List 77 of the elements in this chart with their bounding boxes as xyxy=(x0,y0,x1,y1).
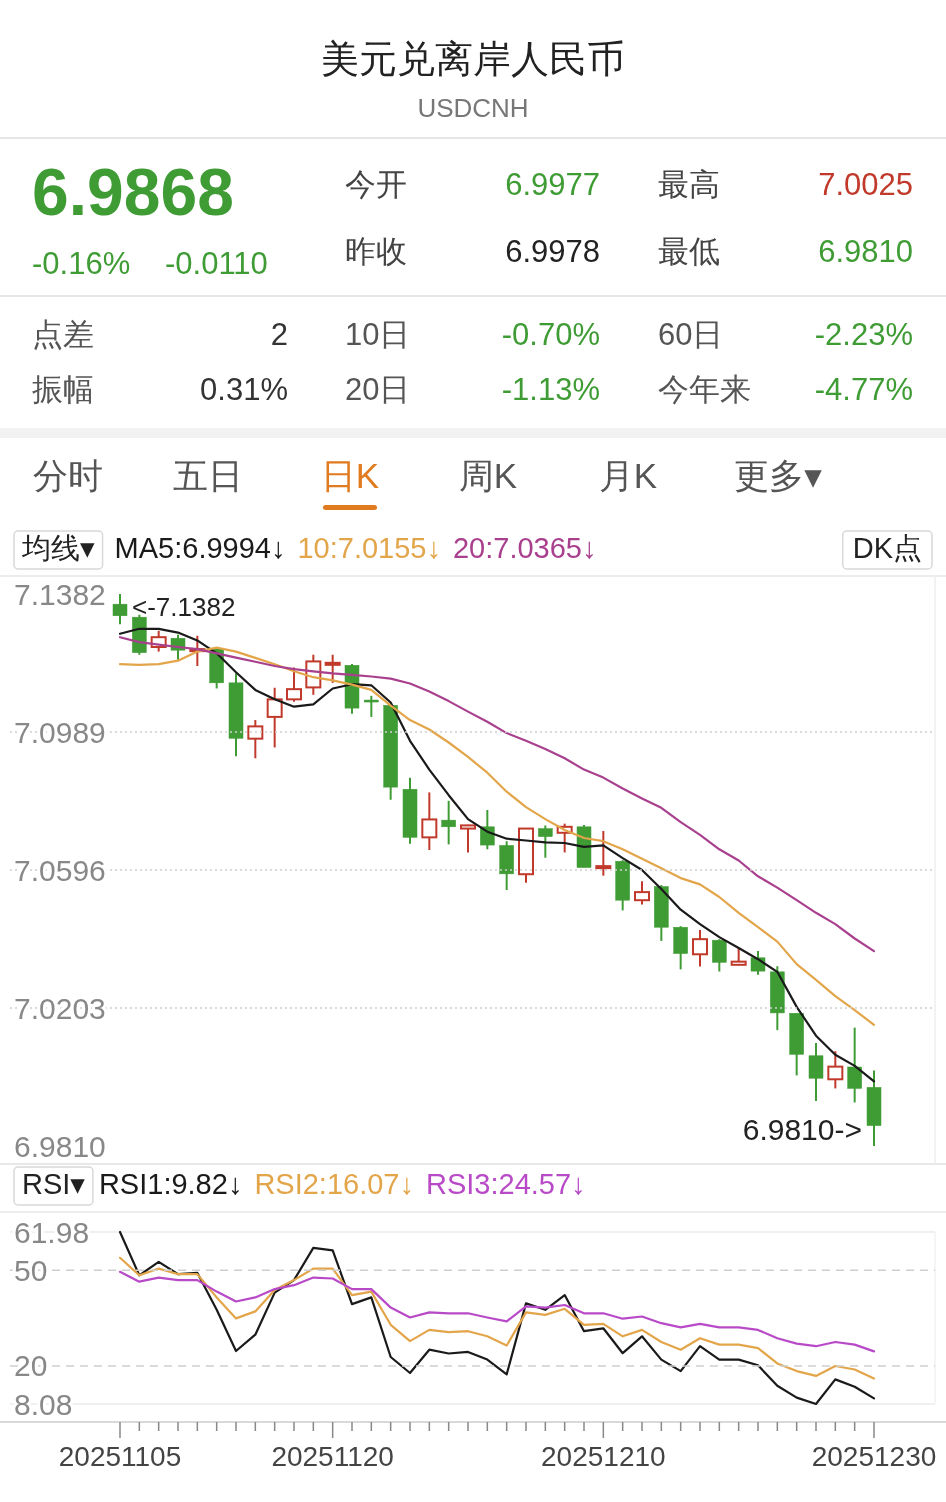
candlestick xyxy=(634,880,650,906)
text: 月K xyxy=(598,456,658,495)
text: -4.77% xyxy=(814,372,913,407)
text: 最低 xyxy=(658,234,720,269)
text: 7.0025 xyxy=(818,167,913,202)
x-tick-label: 20251105 xyxy=(58,1441,182,1472)
candlestick xyxy=(712,938,727,973)
text: -2.23% xyxy=(814,317,913,352)
text: USDCNH xyxy=(417,93,529,123)
text: -0.16% xyxy=(32,246,131,281)
text: RSI2:16.07↓ xyxy=(254,1168,414,1200)
candlestick xyxy=(538,824,553,859)
text: RSI▾ xyxy=(22,1168,86,1200)
text: 五日 xyxy=(173,456,243,495)
candlestick xyxy=(324,653,341,684)
line-series xyxy=(118,636,876,953)
candlestick xyxy=(595,830,612,877)
x-tick-label: 20251210 xyxy=(541,1441,666,1472)
annotation: <-7.1382 xyxy=(132,592,236,622)
text: 20:7.0365↓ xyxy=(452,532,597,564)
text: 10:7.0155↓ xyxy=(297,532,441,564)
y-tick-label: 7.0596 xyxy=(14,853,106,887)
text: 日K xyxy=(320,456,380,495)
x-tick-label: 20251120 xyxy=(271,1441,394,1472)
text: 6.9977 xyxy=(505,167,600,202)
candlestick xyxy=(247,719,264,760)
text: 均线▾ xyxy=(21,532,95,564)
line-series xyxy=(118,1230,876,1406)
candlestick xyxy=(364,694,379,718)
text: -1.13% xyxy=(501,372,600,407)
text: 6.9868 xyxy=(32,155,234,229)
text: 美元兑离岸人民币 xyxy=(321,38,625,80)
y-tick-label: 7.1382 xyxy=(14,577,106,611)
text: 振幅 xyxy=(32,372,94,407)
text: 0.31% xyxy=(200,372,288,407)
y-tick-label: 50 xyxy=(14,1253,48,1287)
text: 更多▾ xyxy=(734,456,823,495)
text: -0.0110 xyxy=(165,246,268,281)
candlestick xyxy=(827,1050,844,1090)
candlestick xyxy=(286,666,302,703)
text: 20日 xyxy=(345,372,411,407)
candlestick xyxy=(266,686,283,749)
text: 6.9978 xyxy=(505,234,600,269)
text: DK点 xyxy=(852,532,922,564)
y-tick-label: 6.9810 xyxy=(14,1129,106,1163)
text: 10日 xyxy=(345,317,411,352)
text: 最高 xyxy=(658,167,720,202)
candlestick xyxy=(460,823,476,854)
text: 分时 xyxy=(33,456,103,495)
text: 60日 xyxy=(658,317,724,352)
line-series xyxy=(118,646,876,1026)
y-tick-label: 7.0203 xyxy=(14,991,106,1025)
candlestick xyxy=(808,1042,824,1103)
candlestick xyxy=(692,929,708,968)
text: 2 xyxy=(270,317,288,352)
candlestick xyxy=(441,799,456,846)
text: RSI3:24.57↓ xyxy=(426,1168,586,1200)
y-tick-label: 8.08 xyxy=(14,1387,73,1421)
y-tick-label: 7.0989 xyxy=(14,715,106,749)
line-series xyxy=(118,1256,876,1380)
series-label: RSI1:9.82↓ xyxy=(98,1168,243,1200)
text: -0.70% xyxy=(501,317,600,352)
candlestick xyxy=(421,791,438,851)
candlestick xyxy=(112,593,128,626)
y-tick-label: 61.98 xyxy=(14,1215,90,1249)
candlestick xyxy=(847,1026,862,1104)
annotation: 6.9810-> xyxy=(742,1113,862,1146)
text: 昨收 xyxy=(345,234,407,269)
x-tick-label: 20251230 xyxy=(811,1441,937,1472)
text: 周K xyxy=(458,456,518,495)
text: 今年来 xyxy=(658,372,751,407)
line-series xyxy=(118,1270,876,1353)
text: 6.9810 xyxy=(818,234,913,269)
text: 点差 xyxy=(32,317,94,352)
text: MA5:6.9994↓ xyxy=(114,532,286,564)
y-tick-label: 20 xyxy=(14,1349,48,1383)
text: 今开 xyxy=(345,167,407,202)
